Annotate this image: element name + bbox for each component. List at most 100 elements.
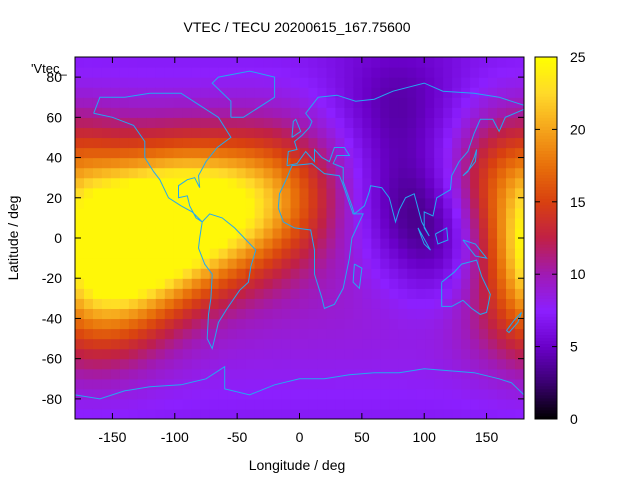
heatmap-cell	[452, 278, 462, 289]
colorbar-segment	[535, 165, 557, 170]
colorbar-segment	[535, 180, 557, 185]
heatmap-cell	[407, 268, 417, 279]
heatmap-cell	[209, 207, 220, 219]
heatmap-cell	[164, 248, 175, 259]
heatmap-cell	[75, 217, 85, 229]
heatmap-cell	[227, 217, 238, 229]
heatmap-cell	[75, 378, 85, 390]
heatmap-cell	[164, 338, 175, 350]
heatmap-cell	[353, 378, 363, 390]
heatmap-cell	[281, 318, 292, 330]
heatmap-cell	[317, 398, 328, 410]
heatmap-cell	[488, 238, 498, 249]
heatmap-cell	[470, 187, 480, 199]
heatmap-cell	[182, 187, 193, 199]
heatmap-cell	[344, 107, 354, 118]
heatmap-cell	[137, 408, 148, 419]
heatmap-cell	[200, 328, 211, 340]
heatmap-cell	[191, 238, 202, 249]
heatmap-cell	[110, 217, 121, 229]
heatmap-cell	[470, 278, 480, 289]
heatmap-cell	[353, 87, 363, 98]
heatmap-cell	[290, 298, 301, 309]
heatmap-cell	[290, 227, 301, 239]
heatmap-cell	[200, 238, 211, 249]
heatmap-cell	[326, 298, 337, 309]
heatmap-cell	[75, 318, 85, 330]
heatmap-cell	[137, 157, 148, 169]
heatmap-cell	[443, 147, 453, 159]
heatmap-cell	[75, 127, 85, 139]
colorbar-segment	[535, 198, 557, 203]
heatmap-cell	[173, 288, 184, 299]
colorbar-segment	[535, 364, 557, 369]
heatmap-cell	[371, 328, 381, 340]
heatmap-cell	[173, 338, 184, 350]
heatmap-cell	[470, 398, 480, 410]
coastline-path	[75, 365, 524, 400]
heatmap-cell	[182, 348, 193, 360]
heatmap-cell	[497, 167, 507, 179]
heatmap-cell	[488, 187, 498, 199]
heatmap-cell	[524, 349, 534, 360]
heatmap-cell	[443, 127, 453, 139]
heatmap-cell	[443, 87, 453, 98]
heatmap-cell	[398, 238, 408, 249]
heatmap-cell	[389, 177, 399, 189]
heatmap-cell	[479, 67, 489, 78]
colorbar-segment	[535, 238, 557, 242]
heatmap-cell	[479, 77, 489, 88]
heatmap-cell	[308, 318, 319, 330]
colorbar-segment	[535, 126, 557, 130]
heatmap-cell	[317, 358, 328, 370]
heatmap-cell	[506, 87, 516, 98]
heatmap-cell	[515, 217, 524, 229]
heatmap-cell	[371, 197, 381, 209]
heatmap-cell	[75, 197, 85, 209]
heatmap-cell	[137, 238, 148, 249]
colorbar-segment	[535, 153, 557, 158]
colorbar-segment	[535, 132, 557, 136]
heatmap-cell	[137, 187, 148, 199]
heatmap-cell	[353, 67, 363, 78]
heatmap-cell	[254, 248, 265, 259]
heatmap-cell	[461, 107, 471, 118]
heatmap-cell	[110, 227, 121, 239]
heatmap-cell	[470, 97, 480, 108]
heatmap-cell	[416, 358, 426, 370]
heatmap-cell	[344, 308, 354, 320]
heatmap-cell	[164, 298, 175, 309]
heatmap-cell	[425, 398, 435, 410]
heatmap-cell	[380, 358, 390, 370]
heatmap-cell	[335, 248, 345, 259]
heatmap-cell	[227, 127, 238, 139]
heatmap-cell	[245, 187, 256, 199]
heatmap-cell	[443, 207, 453, 219]
heatmap-cell	[75, 87, 85, 98]
heatmap-cell	[200, 167, 211, 179]
heatmap-cell	[137, 268, 148, 279]
heatmap-cell	[128, 157, 139, 169]
heatmap-cell	[434, 338, 444, 350]
heatmap-cell	[83, 137, 94, 149]
heatmap-cell	[308, 157, 319, 169]
heatmap-cell	[92, 207, 103, 219]
heatmap-cell	[245, 238, 256, 249]
heatmap-cell	[164, 318, 175, 330]
heatmap-cell	[362, 238, 372, 249]
heatmap-cell	[200, 308, 211, 320]
heatmap-cell	[506, 117, 516, 128]
heatmap-cell	[272, 268, 283, 279]
heatmap-cell	[146, 127, 157, 139]
heatmap-cell	[452, 348, 462, 360]
heatmap-cell	[146, 268, 157, 279]
heatmap-cell	[407, 57, 417, 68]
heatmap-cell	[236, 238, 247, 249]
x-tick-label: 100	[413, 429, 437, 445]
heatmap-cell	[398, 378, 408, 390]
heatmap-cell	[299, 197, 310, 209]
heatmap-cell	[407, 378, 417, 390]
heatmap-cell	[524, 399, 534, 410]
heatmap-cell	[326, 187, 337, 199]
heatmap-cell	[353, 217, 363, 229]
